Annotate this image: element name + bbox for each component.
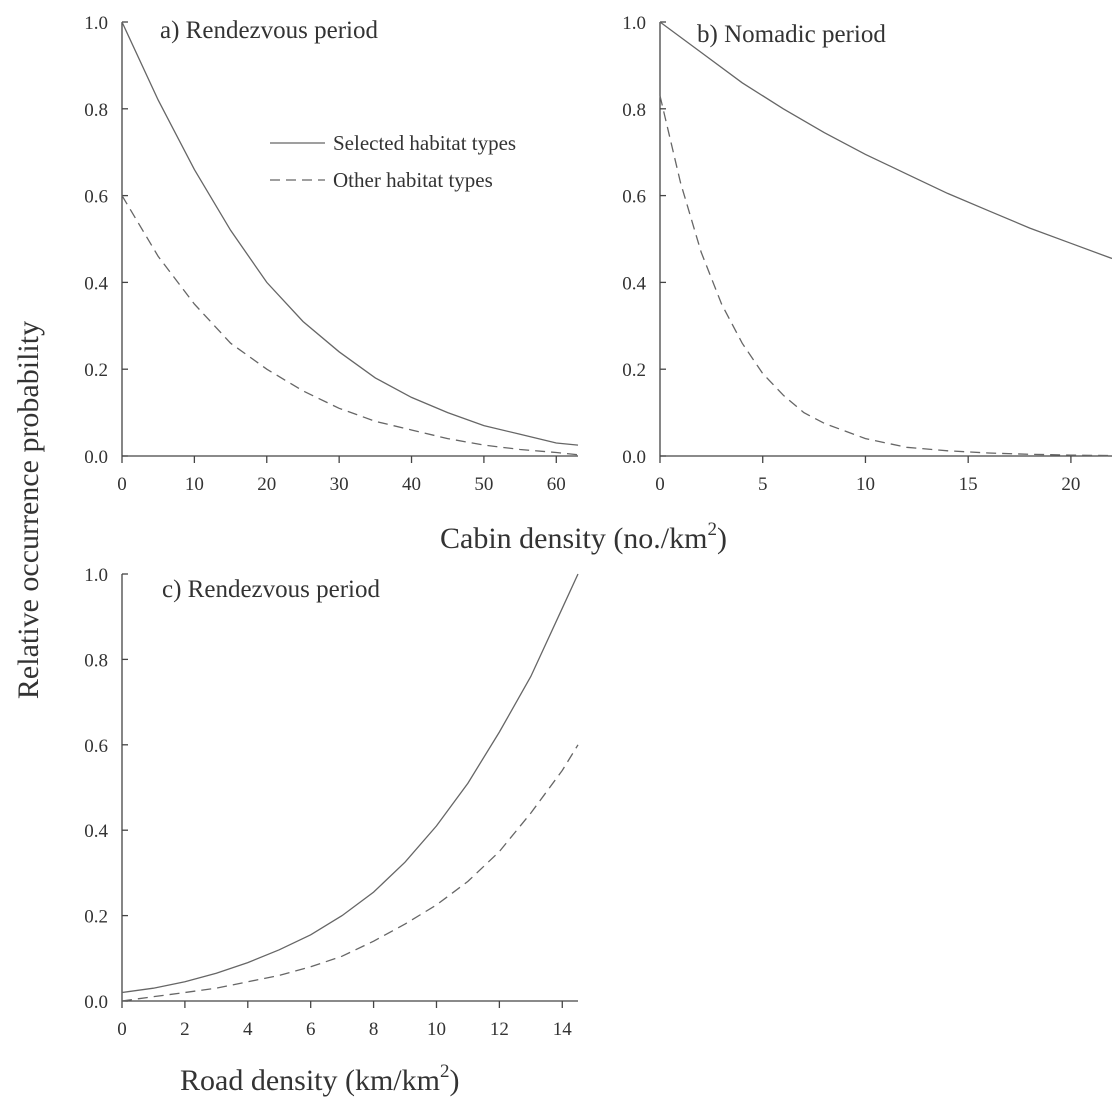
x-tick-label: 10 [856, 474, 875, 495]
y-tick-label: 0.4 [84, 821, 108, 842]
x-tick-label: 10 [185, 474, 204, 495]
y-tick-label: 0.8 [84, 650, 108, 671]
y-tick-label: 1.0 [622, 13, 646, 34]
panel-b: 0.0 0.2 0.4 0.6 0.8 1.0 0 5 10 15 20 b) Nomadic per… [622, 13, 1112, 495]
y-tick-label: 0.8 [622, 100, 646, 121]
x-tick-label: 4 [243, 1019, 253, 1040]
y-tick-label: 0.6 [622, 187, 646, 208]
y-tick-label: 0.2 [84, 907, 108, 928]
x-tick-label: 14 [553, 1019, 573, 1040]
x-tick-label: 20 [1061, 474, 1080, 495]
x-tick-label: 0 [117, 474, 127, 495]
legend-dashed-label: Other habitat types [333, 168, 493, 192]
panel-a-series-other-habitat [121, 195, 579, 456]
x-tick-label: 10 [427, 1019, 446, 1040]
x-tick-label: 5 [758, 474, 768, 495]
x-tick-label: 50 [474, 474, 493, 495]
panel-a: 0.0 0.2 0.4 0.6 0.8 1.0 0 10 20 30 40 50 60 a) Rendez… [84, 13, 579, 495]
panel-a-title: a) Rendezvous period [160, 17, 378, 44]
x-tick-label: 15 [959, 474, 978, 495]
x-tick-label: 12 [490, 1019, 509, 1040]
panel-b-series-other-habitat [659, 95, 1112, 457]
x-tick-label: 8 [369, 1019, 379, 1040]
y-tick-label: 0.2 [84, 360, 108, 381]
panel-c: 0.0 0.2 0.4 0.6 0.8 1.0 0 2 4 6 8 10 12 14 c) Rendezvo… [84, 565, 579, 1040]
road-density-axis-label: Road density (km/km2) [180, 1061, 459, 1097]
x-tick-label: 40 [402, 474, 421, 495]
x-tick-label: 0 [117, 1019, 127, 1040]
legend: Selected habitat types Other habitat typ… [270, 131, 516, 192]
panel-c-title: c) Rendezvous period [162, 576, 380, 603]
y-tick-label: 0.0 [622, 447, 646, 468]
y-tick-label: 1.0 [84, 13, 108, 34]
legend-solid-label: Selected habitat types [333, 131, 516, 155]
y-tick-label: 0.6 [84, 736, 108, 757]
y-axis-label: Relative occurrence probability [12, 321, 45, 699]
top-x-axis-label: Cabin density (no./km2) [440, 519, 727, 555]
x-tick-label: 6 [306, 1019, 316, 1040]
y-tick-label: 0.4 [622, 273, 646, 294]
panel-c-series-other-habitat [121, 744, 579, 1002]
x-tick-label: 30 [330, 474, 349, 495]
panel-a-series-selected-habitat [121, 21, 579, 446]
panel-b-title: b) Nomadic period [697, 21, 886, 48]
y-tick-label: 0.0 [84, 992, 108, 1013]
y-tick-label: 0.0 [84, 447, 108, 468]
x-tick-label: 20 [257, 474, 276, 495]
y-tick-label: 0.8 [84, 100, 108, 121]
y-tick-label: 0.4 [84, 273, 108, 294]
y-tick-label: 0.2 [622, 360, 646, 381]
x-tick-label: 2 [180, 1019, 190, 1040]
x-tick-label: 60 [547, 474, 566, 495]
panel-c-series-selected-habitat [121, 573, 579, 994]
x-tick-label: 0 [655, 474, 665, 495]
y-tick-label: 1.0 [84, 565, 108, 586]
y-tick-label: 0.6 [84, 187, 108, 208]
panel-b-series-selected-habitat [659, 21, 1112, 260]
